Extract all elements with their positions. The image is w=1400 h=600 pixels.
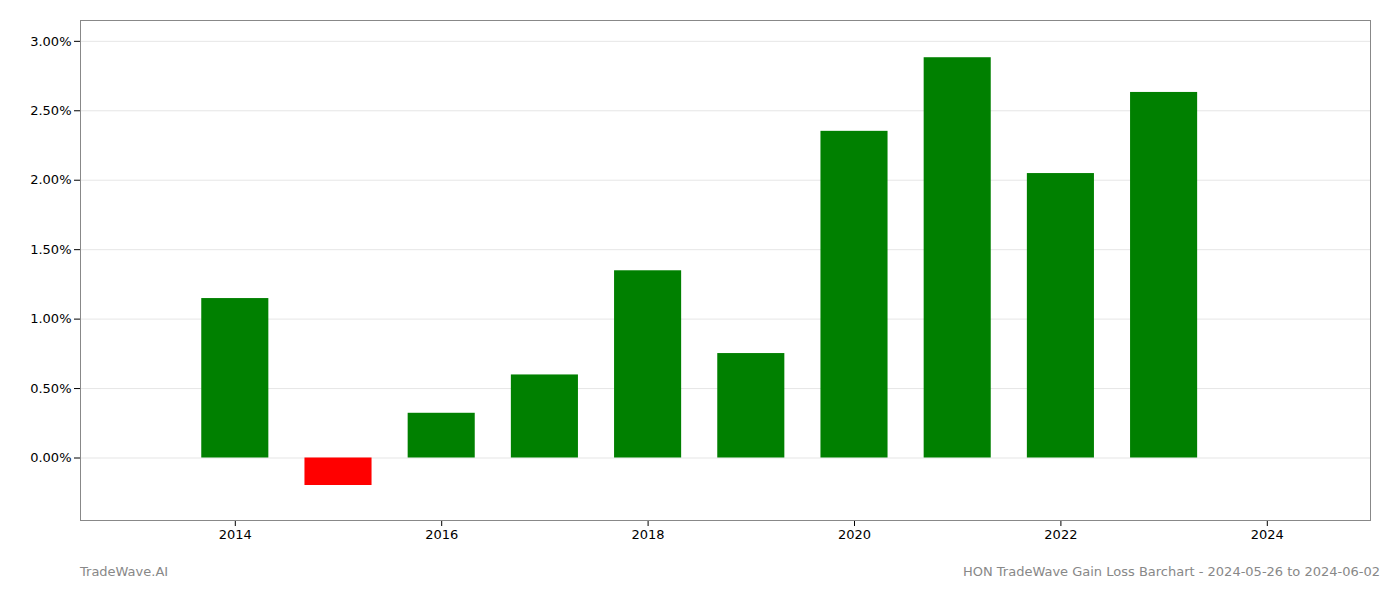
svg-text:2018: 2018 — [632, 527, 665, 542]
html-text:HON TradeWave Gain Loss Barcha: HON TradeWave Gain Loss Barchart - 2024-… — [962, 564, 1380, 579]
svg-text:2020: 2020 — [838, 527, 871, 542]
svg-text:1.00%: 1.00% — [30, 311, 71, 326]
svg-text:2.00%: 2.00% — [30, 172, 71, 187]
svg-text:2016: 2016 — [425, 527, 458, 542]
svg-text:3.00%: 3.00% — [30, 33, 71, 48]
svg-text:0.50%: 0.50% — [30, 381, 71, 396]
svg-text:2014: 2014 — [219, 527, 252, 542]
svg-text:2024: 2024 — [1251, 527, 1284, 542]
svg-text:1.50%: 1.50% — [30, 242, 71, 257]
svg-text:2022: 2022 — [1044, 527, 1077, 542]
svg-text:0.00%: 0.00% — [30, 450, 71, 465]
html-text:TradeWave.AI: TradeWave.AI — [80, 564, 169, 579]
svg-text:2.50%: 2.50% — [30, 103, 71, 118]
